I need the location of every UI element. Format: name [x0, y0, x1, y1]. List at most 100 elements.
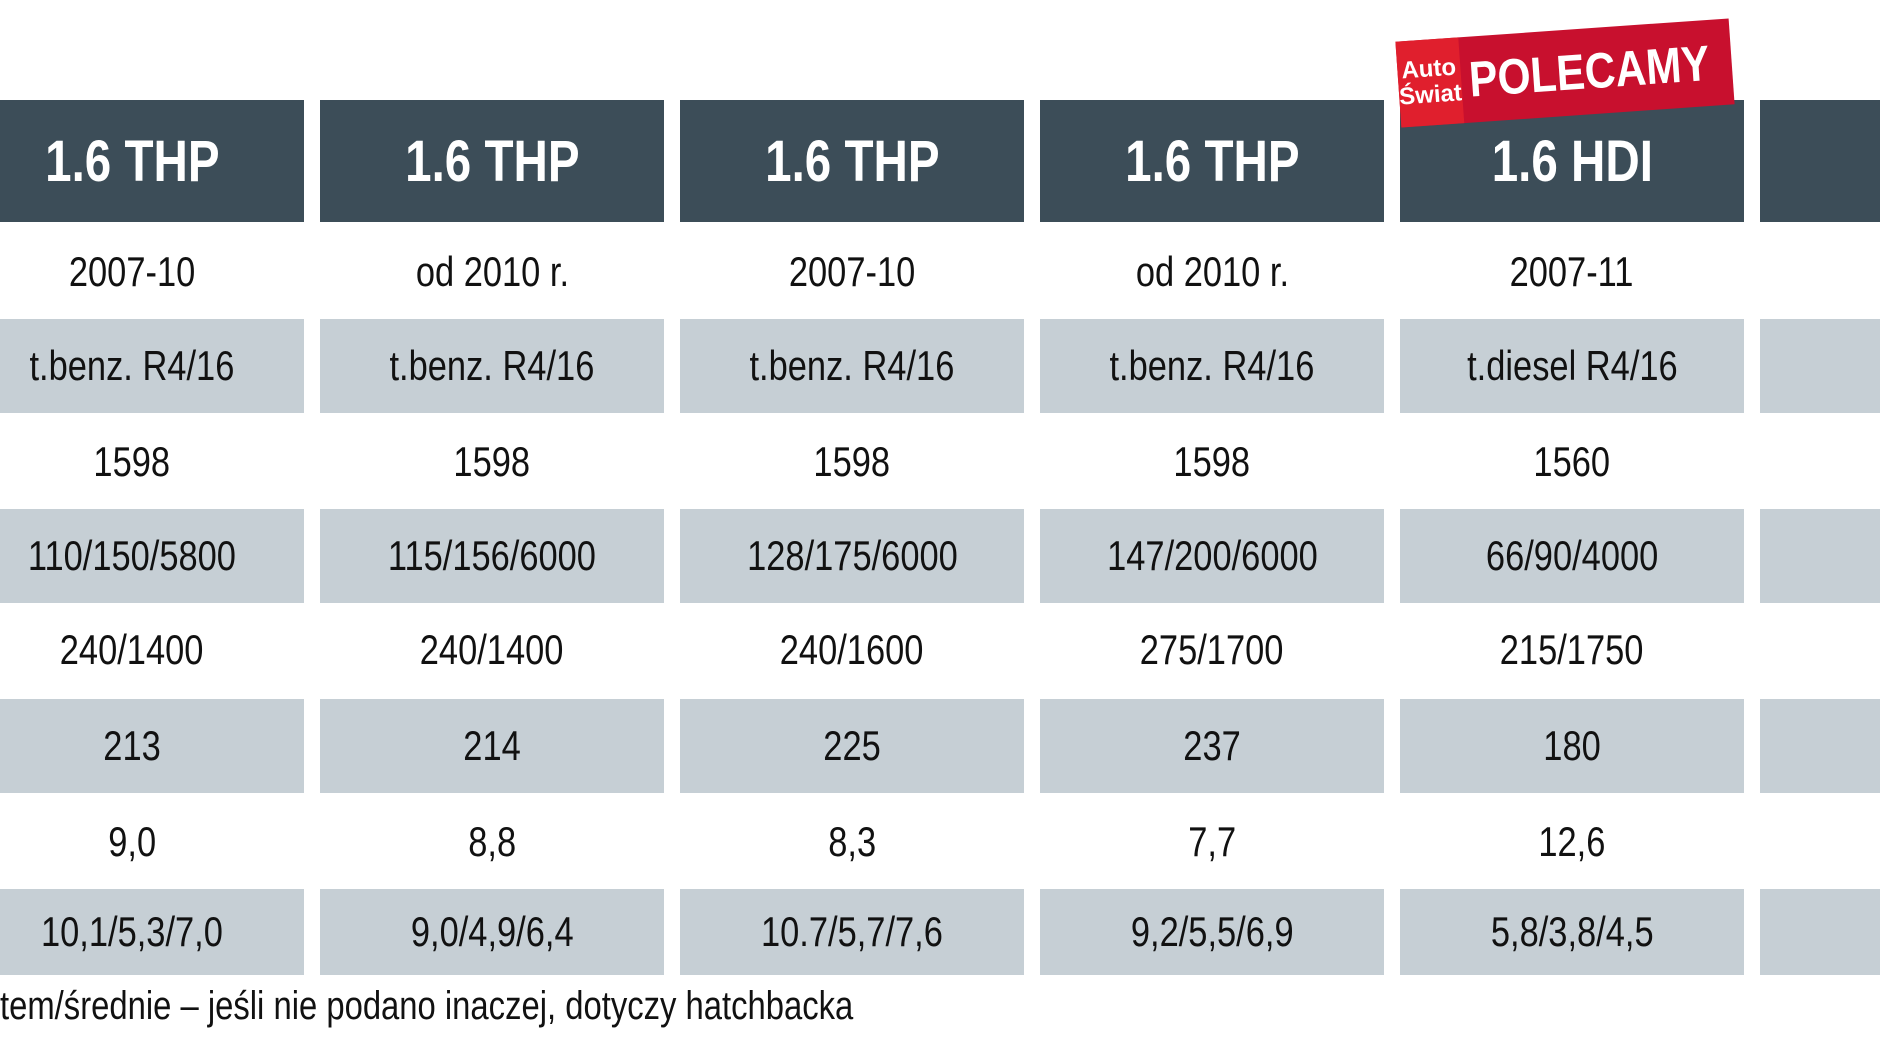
table-cell-text: 10,1/5,3/7,0	[41, 908, 223, 955]
table-cell: 12,6	[1400, 795, 1744, 889]
column-header-text: 1.6 THP	[404, 128, 580, 194]
table-cell: t.benz. R4/16	[680, 319, 1024, 413]
table-cell-text: 275/1700	[1140, 626, 1284, 673]
table-cell: 1598	[0, 415, 304, 509]
table-cell: 1598	[1040, 415, 1384, 509]
table-cell-text: 7,7	[1188, 818, 1236, 865]
table-cell-text: 2007-10	[68, 248, 196, 295]
table-cell-text: od 2010 r.	[415, 248, 569, 295]
table-cell: 128/175/6000	[680, 509, 1024, 603]
column-header: 1.6 HDI	[1400, 100, 1744, 222]
table-cell: 23	[1760, 603, 1880, 697]
column-header: 1.6 THP	[1040, 100, 1384, 222]
table-cell: 147/200/6000	[1040, 509, 1384, 603]
table-cell-text: 115/156/6000	[387, 532, 597, 579]
table-cell: 1598	[680, 415, 1024, 509]
table-cell: 7,7	[1040, 795, 1384, 889]
table-cell: od	[1760, 225, 1880, 319]
table-cell: 2007-10	[680, 225, 1024, 319]
table-cell: 9,2/5,5/6,9	[1040, 889, 1384, 975]
table-cell-text: 10.7/5,7/7,6	[761, 908, 943, 955]
badge-text: POLECAMY	[1466, 34, 1712, 108]
table-cell: 9,0	[0, 795, 304, 889]
table-cell: t.benz. R4/16	[1040, 319, 1384, 413]
column-header: 1.6 THP	[680, 100, 1024, 222]
table-cell: 110/150/5800	[0, 509, 304, 603]
table-cell: 225	[680, 699, 1024, 793]
table-cell-text: 9,0/4,9/6,4	[410, 908, 574, 955]
table-cell: t.die	[1760, 319, 1880, 413]
table-cell: 2007-10	[0, 225, 304, 319]
table-cell: 1598	[320, 415, 664, 509]
table-cell: 213	[0, 699, 304, 793]
table-cell-text: 2007-10	[788, 248, 916, 295]
column-header-text: 1.6 HDI	[1491, 128, 1653, 194]
table-cell-text: 2007-11	[1510, 248, 1634, 295]
column-header-text: 1.6 THP	[764, 128, 940, 194]
table-cell-text: 12,6	[1538, 818, 1606, 865]
table-cell: 5,2/	[1760, 889, 1880, 975]
column-header: 1.6 THP	[320, 100, 664, 222]
table-cell	[1760, 795, 1880, 889]
table-cell-text: t.diesel R4/16	[1466, 342, 1678, 389]
table-cell-text: t.benz. R4/16	[1109, 342, 1315, 389]
column-header-text: 1.6 THP	[44, 128, 220, 194]
table-cell-text: 1598	[93, 438, 171, 485]
table-cell	[1760, 415, 1880, 509]
table-cell: 8,8	[320, 795, 664, 889]
table-cell: 240/1400	[0, 603, 304, 697]
table-cell-text: 110/150/5800	[27, 532, 237, 579]
table-cell-text: 66/90/4000	[1485, 532, 1659, 579]
table-cell-text: 237	[1183, 722, 1241, 769]
table-cell-text: 225	[823, 722, 881, 769]
table-cell-text: 9,2/5,5/6,9	[1130, 908, 1294, 955]
table-cell	[1760, 699, 1880, 793]
table-cell-text: 180	[1543, 722, 1601, 769]
table-cell-text: 1598	[453, 438, 531, 485]
table-cell: 10,1/5,3/7,0	[0, 889, 304, 975]
table-cell-text: 8,3	[828, 818, 876, 865]
table-cell-text: 128/175/6000	[746, 532, 958, 579]
table-cell: 237	[1040, 699, 1384, 793]
logo: Auto Świat	[1395, 37, 1464, 128]
table-cell: 275/1700	[1040, 603, 1384, 697]
table-cell: 214	[320, 699, 664, 793]
logo-text: Świat	[1398, 79, 1463, 111]
table-cell-text: 214	[463, 722, 521, 769]
table-cell-text: od 2010 r.	[1135, 248, 1289, 295]
table-cell: od 2010 r.	[1040, 225, 1384, 319]
table-cell: 2007-11	[1400, 225, 1744, 319]
table-cell-text: 240/1600	[780, 626, 924, 673]
table-cell-text: 1598	[1173, 438, 1251, 485]
table-cell-text: 147/200/6000	[1106, 532, 1318, 579]
table-cell: od 2010 r.	[320, 225, 664, 319]
table-cell-text: 5,8/3,8/4,5	[1490, 908, 1654, 955]
column-header-text: 1.6 THP	[1124, 128, 1300, 194]
column-header: 1.6	[1760, 100, 1880, 222]
table-cell-text: 240/1400	[420, 626, 564, 673]
table-cell: 240/1600	[680, 603, 1024, 697]
table-cell-text: 1560	[1533, 438, 1611, 485]
table-cell: 215/1750	[1400, 603, 1744, 697]
table-cell-text: 9,0	[108, 818, 156, 865]
table-cell: 1560	[1400, 415, 1744, 509]
table-cell: 5,8/3,8/4,5	[1400, 889, 1744, 975]
table-cell-text: 240/1400	[60, 626, 204, 673]
table-cell: t.benz. R4/16	[320, 319, 664, 413]
table-cell: 68/	[1760, 509, 1880, 603]
table-cell-text: t.benz. R4/16	[749, 342, 955, 389]
table-cell-text: 215/1750	[1500, 626, 1644, 673]
table-cell-text: 213	[103, 722, 161, 769]
table-cell: 180	[1400, 699, 1744, 793]
table-cell: t.benz. R4/16	[0, 319, 304, 413]
table-cell: 115/156/6000	[320, 509, 664, 603]
table-cell: 240/1400	[320, 603, 664, 697]
table-cell-text: 1598	[813, 438, 891, 485]
table-cell-text: 8,8	[468, 818, 516, 865]
table-cell-text: t.benz. R4/16	[29, 342, 235, 389]
table-cell: t.diesel R4/16	[1400, 319, 1744, 413]
footnote: tem/średnie – jeśli nie podano inaczej, …	[0, 984, 854, 1028]
table-cell: 10.7/5,7/7,6	[680, 889, 1024, 975]
table-cell-text: t.benz. R4/16	[389, 342, 595, 389]
